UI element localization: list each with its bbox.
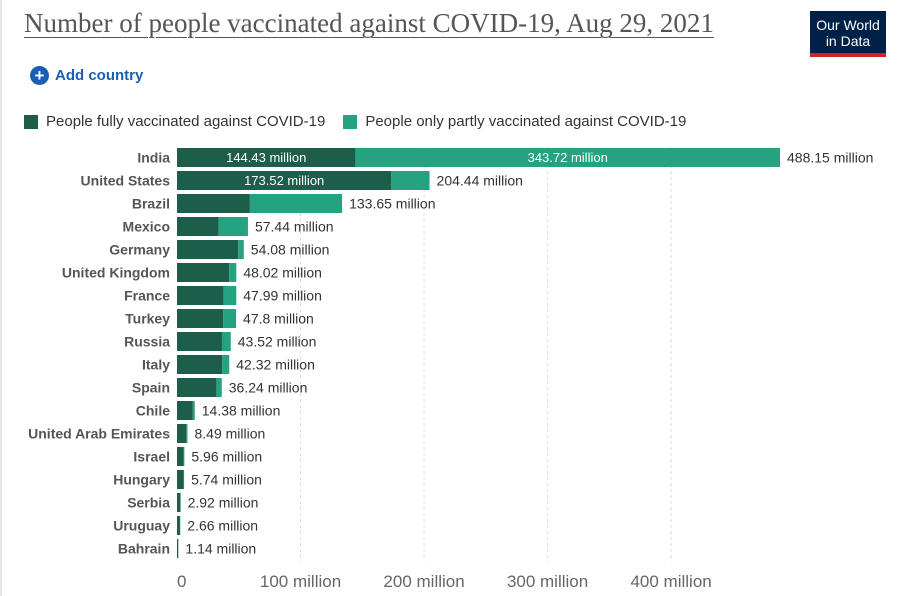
bar-fully	[177, 539, 179, 558]
bar-fully	[177, 355, 223, 374]
bar-fully	[177, 401, 193, 420]
category-label: Bahrain	[118, 541, 170, 557]
bar-fully	[177, 194, 250, 213]
add-country-label: Add country	[55, 67, 144, 84]
left-border	[0, 0, 2, 596]
x-tick-label: 300 million	[507, 572, 588, 591]
category-label: Israel	[133, 449, 170, 465]
total-label: 42.32 million	[236, 357, 315, 373]
total-label: 5.74 million	[191, 472, 262, 488]
category-label: United States	[81, 173, 171, 189]
total-label: 2.92 million	[188, 495, 259, 511]
bar-partly	[391, 171, 430, 190]
bar-fully	[177, 263, 230, 282]
legend-item-partly[interactable]: People only partly vaccinated against CO…	[343, 113, 686, 130]
bar-fully	[177, 332, 222, 351]
bar-partly	[355, 148, 780, 167]
bar-partly	[186, 424, 188, 443]
chart-title: Number of people vaccinated against COVI…	[24, 8, 714, 38]
total-label: 47.8 million	[243, 311, 314, 327]
total-label: 133.65 million	[349, 196, 435, 212]
x-tick-label: 200 million	[383, 572, 464, 591]
total-label: 48.02 million	[243, 265, 322, 281]
logo-line-1: Our World	[816, 17, 880, 33]
category-label: Germany	[109, 242, 170, 258]
bar-partly	[249, 194, 343, 213]
bar-fully	[177, 516, 180, 535]
category-label: India	[137, 150, 170, 166]
logo-line-2: in Data	[825, 33, 871, 49]
total-label: 47.99 million	[243, 288, 322, 304]
x-tick-label: 100 million	[260, 572, 341, 591]
owid-logo[interactable]: Our World in Data	[810, 11, 886, 57]
bar-fully	[177, 217, 219, 236]
total-label: 57.44 million	[255, 219, 334, 235]
category-label: Serbia	[127, 495, 170, 511]
category-label: Chile	[136, 403, 170, 419]
x-tick-label: 400 million	[630, 572, 711, 591]
bar-partly	[221, 332, 231, 351]
total-label: 54.08 million	[251, 242, 330, 258]
bar-fully	[177, 470, 184, 489]
bar-partly	[238, 240, 244, 259]
inbar-label-fully: 144.43 million	[226, 150, 306, 165]
bar-fully	[177, 148, 356, 167]
bar-fully	[177, 240, 239, 259]
x-tick-label: 0	[177, 572, 186, 591]
total-label: 488.15 million	[787, 150, 873, 166]
legend: People fully vaccinated against COVID-19…	[24, 113, 704, 130]
legend-item-fully[interactable]: People fully vaccinated against COVID-19	[24, 113, 325, 130]
legend-label-fully: People fully vaccinated against COVID-19	[46, 113, 326, 130]
legend-swatch-partly	[343, 114, 358, 129]
legend-swatch-fully	[24, 114, 38, 129]
plus-circle-icon: +	[30, 66, 49, 85]
bar-fully	[177, 447, 184, 466]
inbar-label-partly: 343.72 million	[528, 150, 608, 165]
bar-partly	[229, 263, 237, 282]
category-label: Spain	[132, 380, 170, 396]
bar-partly	[218, 217, 248, 236]
category-label: United Kingdom	[62, 265, 170, 281]
total-label: 1.14 million	[185, 541, 256, 557]
total-label: 8.49 million	[194, 426, 265, 442]
bar-fully	[177, 171, 392, 190]
category-label: Hungary	[113, 472, 170, 488]
bar-partly	[222, 355, 230, 374]
category-label: Brazil	[132, 196, 170, 212]
bar-fully	[177, 378, 217, 397]
category-label: Russia	[124, 334, 170, 350]
category-label: France	[124, 288, 170, 304]
bar-fully	[177, 493, 181, 512]
category-label: Turkey	[125, 311, 170, 327]
total-label: 5.96 million	[191, 449, 262, 465]
category-label: Mexico	[123, 219, 170, 235]
category-label: Uruguay	[113, 518, 170, 534]
total-label: 204.44 million	[437, 173, 523, 189]
add-country-button[interactable]: + Add country	[30, 66, 143, 85]
bar-partly	[183, 447, 185, 466]
total-label: 14.38 million	[202, 403, 281, 419]
total-label: 36.24 million	[229, 380, 308, 396]
total-label: 43.52 million	[238, 334, 317, 350]
bar-partly	[192, 401, 195, 420]
bar-partly	[223, 286, 237, 305]
bar-partly	[216, 378, 222, 397]
bar-fully	[177, 286, 224, 305]
bar-partly	[223, 309, 237, 328]
category-label: United Arab Emirates	[28, 426, 170, 442]
bar-fully	[177, 424, 187, 443]
category-label: Italy	[142, 357, 170, 373]
bar-fully	[177, 309, 224, 328]
legend-label-partly: People only partly vaccinated against CO…	[365, 113, 687, 130]
total-label: 2.66 million	[187, 518, 258, 534]
inbar-label-fully: 173.52 million	[244, 173, 324, 188]
